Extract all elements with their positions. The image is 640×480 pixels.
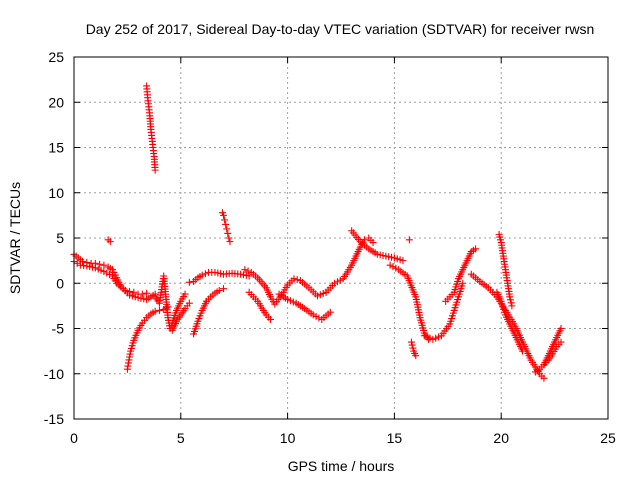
data-point xyxy=(405,236,413,244)
data-point xyxy=(472,245,480,253)
data-point xyxy=(220,211,228,219)
x-axis: 0 5 10 15 20 25 xyxy=(70,57,616,446)
data-point xyxy=(226,238,234,246)
y-axis: -15 -10 -5 0 5 10 15 20 25 xyxy=(44,49,608,427)
x-tick-label: 5 xyxy=(177,430,185,446)
series-spike-20h xyxy=(495,230,516,310)
data-point xyxy=(201,270,209,278)
data-point xyxy=(225,234,233,242)
series-low-band-11-12h xyxy=(275,290,334,323)
chart-title: Day 252 of 2017, Sidereal Day-to-day VTE… xyxy=(86,21,595,37)
data-point xyxy=(407,338,415,346)
x-axis-label: GPS time / hours xyxy=(288,458,395,474)
data-point xyxy=(245,272,253,280)
y-tick-label: 25 xyxy=(48,49,64,65)
data-point xyxy=(459,279,467,287)
y-tick-label: 15 xyxy=(48,140,64,156)
data-point xyxy=(369,239,377,247)
x-tick-label: 25 xyxy=(600,430,616,446)
series-plateau-13-15h xyxy=(348,227,407,265)
series-dip-9h xyxy=(245,288,275,323)
data-point xyxy=(224,229,232,237)
y-tick-label: 5 xyxy=(56,230,64,246)
series-tail-22-23h xyxy=(540,338,565,369)
data-point xyxy=(155,306,163,314)
data-point xyxy=(151,166,159,174)
data-point xyxy=(198,271,206,279)
data-point xyxy=(519,347,527,355)
data-point xyxy=(267,315,275,323)
series-cluster-20h xyxy=(493,288,527,355)
data-point xyxy=(181,290,189,298)
grid xyxy=(74,57,608,419)
series-basin-17h xyxy=(420,279,467,343)
data-point xyxy=(100,261,108,269)
data-point xyxy=(557,338,565,346)
data-point xyxy=(185,299,193,307)
data-point xyxy=(79,258,87,266)
series-rising-from-minus-ten xyxy=(123,303,172,373)
y-tick-label: 0 xyxy=(56,275,64,291)
series-early-band-low xyxy=(70,258,159,304)
y-tick-label: -15 xyxy=(44,411,64,427)
y-tick-label: 20 xyxy=(48,94,64,110)
data-point xyxy=(326,308,334,316)
data-point xyxy=(290,275,298,283)
data-point xyxy=(506,293,514,301)
series-spike-high xyxy=(143,82,159,174)
series-band-8-10h xyxy=(241,266,330,308)
data-point xyxy=(143,289,151,297)
data-point xyxy=(412,352,420,360)
series-descent-15-16h xyxy=(386,261,433,343)
data-point xyxy=(220,285,228,293)
data-point xyxy=(138,290,146,298)
x-tick-label: 20 xyxy=(493,430,509,446)
series-isolated-2 xyxy=(405,236,413,244)
data-point xyxy=(507,299,515,307)
series-cluster-around-5h xyxy=(151,272,189,332)
data-point xyxy=(557,325,565,332)
x-tick-label: 10 xyxy=(280,430,296,446)
series-cluster-5h-low xyxy=(168,299,193,334)
data-point xyxy=(73,259,81,267)
data-point xyxy=(221,216,229,224)
data-point xyxy=(408,341,416,349)
data-point xyxy=(399,257,407,265)
series-isolated-1 xyxy=(104,236,114,246)
series-rise-18h xyxy=(442,245,480,305)
y-tick-label: -5 xyxy=(52,321,65,337)
data-point xyxy=(215,286,223,294)
data-point xyxy=(244,267,252,275)
series-spike-7h xyxy=(218,209,234,246)
data-marks xyxy=(70,82,565,382)
data-point xyxy=(106,238,114,246)
data-point xyxy=(293,276,301,284)
series-rise-12-14h xyxy=(322,234,377,296)
y-tick-label: 10 xyxy=(48,185,64,201)
data-point xyxy=(223,225,231,233)
data-point xyxy=(409,344,417,352)
data-point xyxy=(185,278,193,286)
data-point xyxy=(540,374,548,382)
data-point xyxy=(241,266,249,274)
data-point xyxy=(508,302,516,310)
x-tick-label: 0 xyxy=(70,430,78,446)
data-point xyxy=(222,220,230,228)
y-tick-label: -10 xyxy=(44,366,64,382)
data-point xyxy=(96,260,104,268)
series-dip-16h xyxy=(407,338,420,360)
data-point xyxy=(151,307,159,315)
series-hump-6-7h xyxy=(185,268,253,286)
x-tick-label: 15 xyxy=(387,430,403,446)
series-recovery-6h xyxy=(190,285,228,338)
y-axis-label: SDTVAR / TECUs xyxy=(7,182,23,294)
data-point xyxy=(130,288,138,296)
data-point xyxy=(506,296,514,304)
